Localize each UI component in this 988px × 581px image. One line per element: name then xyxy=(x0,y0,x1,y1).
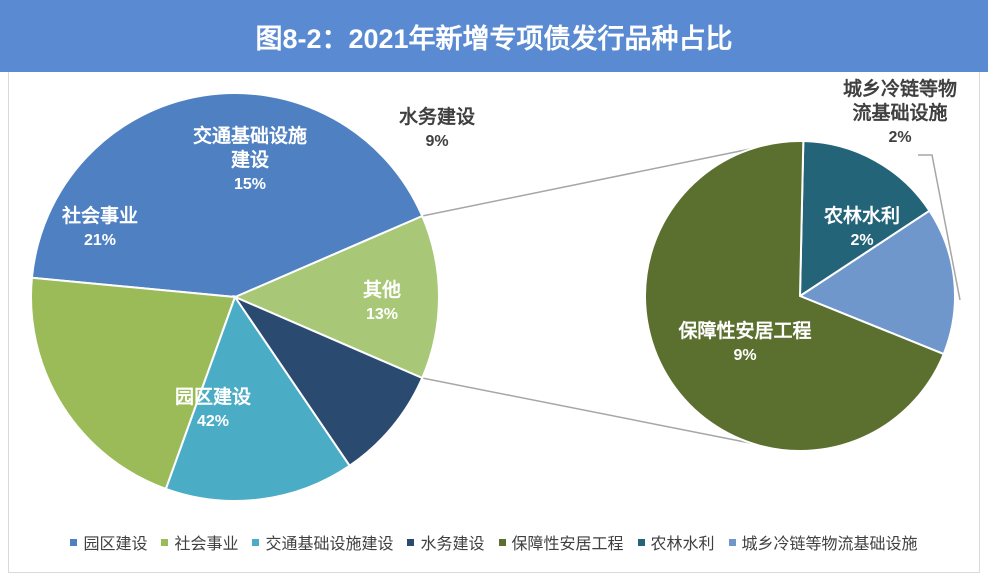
chart-frame xyxy=(8,72,980,573)
data-label: 其他 13% xyxy=(342,279,422,327)
connector-line xyxy=(422,147,756,217)
label-value: 2% xyxy=(888,129,912,146)
legend-label: 保障性安居工程 xyxy=(511,536,624,553)
label-name: 交通基础设施建设 xyxy=(192,126,307,171)
legend-item: 农林水利 xyxy=(637,530,715,554)
legend-marker xyxy=(637,538,645,546)
legend-label: 水务建设 xyxy=(420,536,485,553)
legend-marker xyxy=(407,538,415,546)
legend-item: 保障性安居工程 xyxy=(498,530,624,554)
label-value: 21% xyxy=(83,232,117,249)
secondary-slice xyxy=(798,140,931,298)
label-value: 9% xyxy=(425,133,449,150)
legend-marker xyxy=(161,538,169,546)
legend-item: 园区建设 xyxy=(70,530,147,554)
label-value: 9% xyxy=(733,347,757,364)
legend-label: 社会事业 xyxy=(174,536,239,553)
data-label: 园区建设 42% xyxy=(143,386,283,434)
legend-marker xyxy=(252,538,260,546)
label-name: 城乡冷链等物流基础设施 xyxy=(842,79,957,124)
label-name: 水务建设 xyxy=(398,107,475,128)
secondary-slice xyxy=(644,140,946,452)
legend-marker xyxy=(70,538,78,546)
legend-label: 园区建设 xyxy=(83,536,148,553)
legend-item: 城乡冷链等物流基础设施 xyxy=(728,530,918,554)
legend-label: 城乡冷链等物流基础设施 xyxy=(741,536,918,553)
label-value: 15% xyxy=(233,176,267,193)
data-label: 城乡冷链等物流基础设施 2% xyxy=(835,78,965,150)
secondary-slice xyxy=(797,209,956,356)
leader-line xyxy=(918,154,961,301)
label-value: 42% xyxy=(196,413,230,430)
legend: 园区建设 社会事业 交通基础设施建设 水务建设 保障性安居工程 农林水利 城乡冷链等物流基础… xyxy=(0,530,988,554)
pie-slice xyxy=(232,214,440,380)
data-label: 农林水利 2% xyxy=(812,205,912,253)
data-label: 交通基础设施建设 15% xyxy=(188,125,313,197)
pie-slice xyxy=(164,294,352,502)
legend-label: 农林水利 xyxy=(650,536,715,553)
legend-item: 交通基础设施建设 xyxy=(252,530,393,554)
pie-slice xyxy=(30,92,424,299)
legend-item: 社会事业 xyxy=(161,530,238,554)
data-label: 社会事业 21% xyxy=(40,205,160,253)
label-value: 2% xyxy=(850,232,874,249)
pie-slice xyxy=(232,294,424,468)
label-name: 保障性安居工程 xyxy=(678,321,812,342)
data-label: 保障性安居工程 9% xyxy=(650,320,840,368)
label-name: 农林水利 xyxy=(823,206,900,227)
legend-item: 水务建设 xyxy=(407,530,485,554)
data-label: 水务建设 9% xyxy=(377,106,497,154)
chart-title: 图8-2：2021年新增专项债发行品种占比 xyxy=(0,0,988,72)
label-name: 园区建设 xyxy=(174,387,251,408)
legend-marker xyxy=(728,538,736,546)
connector-line xyxy=(422,377,756,445)
label-value: 13% xyxy=(365,306,399,323)
legend-marker xyxy=(498,538,506,546)
legend-label: 交通基础设施建设 xyxy=(265,536,394,553)
label-name: 其他 xyxy=(362,280,401,301)
label-name: 社会事业 xyxy=(61,206,138,227)
